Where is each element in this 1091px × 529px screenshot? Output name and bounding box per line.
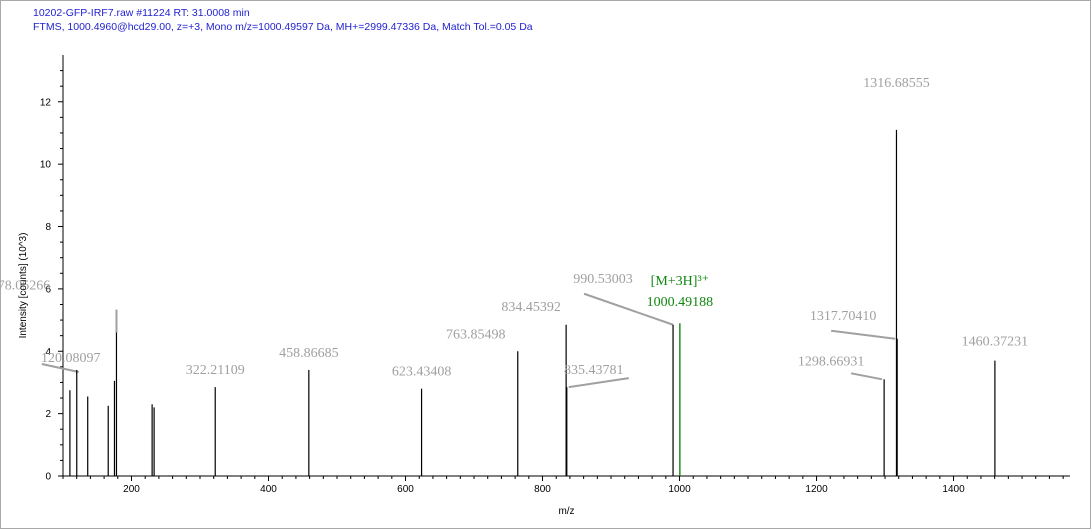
peak-labels: 120.08097 178.05266 322.21109 458.86685 623.… [0,76,1028,380]
label-leader-line [831,329,896,340]
peak-label: 178.05266 [0,279,50,294]
peak-label: 1317.70410 [810,309,877,324]
peak-label: 322.21109 [186,363,245,378]
peak-label: 1460.37231 [962,335,1029,350]
x-ticks: 200 400 600 800 1000 1200 1400 [62,476,1064,495]
peaks [69,129,996,476]
x-axis-title: m/z [558,506,574,517]
scan-parameters: FTMS, 1000.4960@hcd29.00, z=+3, Mono m/z… [33,21,533,33]
peak-label: 835.43781 [564,363,624,378]
peak-label: 1298.66931 [798,354,865,369]
peak-label: 623.43408 [392,365,452,380]
axes: 200 400 600 800 1000 1200 1400 0 2 4 6 8 10 12 [40,55,1070,495]
label-leader-lines [41,292,896,389]
y-tick-label: 8 [45,222,51,233]
precursor-annotation: [M+3H]³⁺ [651,274,709,289]
x-tick-label: 400 [260,484,277,495]
peak-label: 120.08097 [41,351,101,366]
x-tick-label: 1400 [942,484,965,495]
peak-label: 1316.68555 [863,76,930,91]
y-ticks: 0 2 4 6 8 10 12 [40,70,63,483]
x-tick-label: 1200 [805,484,828,495]
peak-label: 1000.49188 [647,295,714,310]
label-leader-line [583,292,674,326]
x-tick-label: 600 [397,484,414,495]
y-tick-label: 4 [45,347,51,358]
y-tick-label: 10 [40,160,52,171]
x-tick-label: 1000 [668,484,691,495]
y-tick-label: 0 [45,472,51,483]
peak-label: 458.86685 [279,346,339,361]
label-leader-line [41,362,79,373]
label-leader-line [568,377,629,389]
scan-header: 10202-GFP-IRF7.raw #11224 RT: 31.0008 mi… [33,7,250,19]
peak-label: 990.53003 [573,272,633,287]
x-tick-label: 200 [123,484,140,495]
x-tick-label: 800 [534,484,551,495]
y-axis-title: Intensity [counts] (10^3) [18,233,29,339]
peak-label: 834.45392 [501,300,561,315]
y-tick-label: 2 [45,409,51,420]
y-tick-label: 12 [40,97,52,108]
y-tick-label: 6 [45,284,51,295]
label-leader-line [850,372,883,381]
peak-label: 763.85498 [446,327,506,342]
